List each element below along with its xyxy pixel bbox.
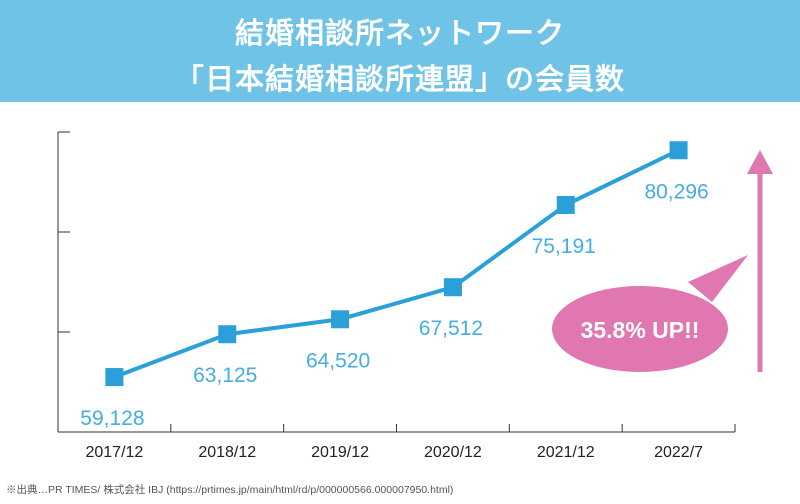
data-label: 75,191 (532, 235, 596, 258)
data-label: 64,520 (306, 349, 370, 372)
chart-header: 結婚相談所ネットワーク 「日本結婚相談所連盟」の会員数 (0, 0, 800, 102)
callout-tail (688, 255, 748, 302)
data-point (669, 141, 688, 160)
x-tick-label: 2020/12 (424, 444, 482, 461)
arrow-head (747, 150, 773, 174)
data-label: 59,128 (80, 407, 144, 430)
callout-text: 35.8% UP!! (581, 317, 700, 343)
data-point (218, 325, 237, 344)
x-tick-label: 2018/12 (198, 444, 256, 461)
chart-title-line1: 結婚相談所ネットワーク (234, 16, 565, 50)
x-tick-label: 2019/12 (311, 444, 369, 461)
data-point (556, 195, 575, 214)
data-label: 80,296 (644, 180, 708, 203)
data-point (331, 310, 350, 329)
x-tick-label: 2017/12 (85, 444, 143, 461)
callout-bubble (552, 286, 728, 372)
data-point (443, 278, 462, 297)
data-label: 63,125 (193, 364, 257, 387)
source-note: ※出典…PR TIMES/ 株式会社 IBJ (https://prtimes.… (6, 484, 454, 496)
chart-title-line2: 「日本結婚相談所連盟」の会員数 (174, 62, 625, 96)
x-tick-label: 2022/7 (654, 444, 703, 461)
data-label: 67,512 (419, 317, 483, 340)
x-tick-label: 2021/12 (537, 444, 595, 461)
series-line (113, 148, 680, 379)
data-point (105, 368, 124, 387)
line-chart: 2017/12 2018/12 2019/12 2020/12 2021/12 2022/… (57, 131, 773, 461)
